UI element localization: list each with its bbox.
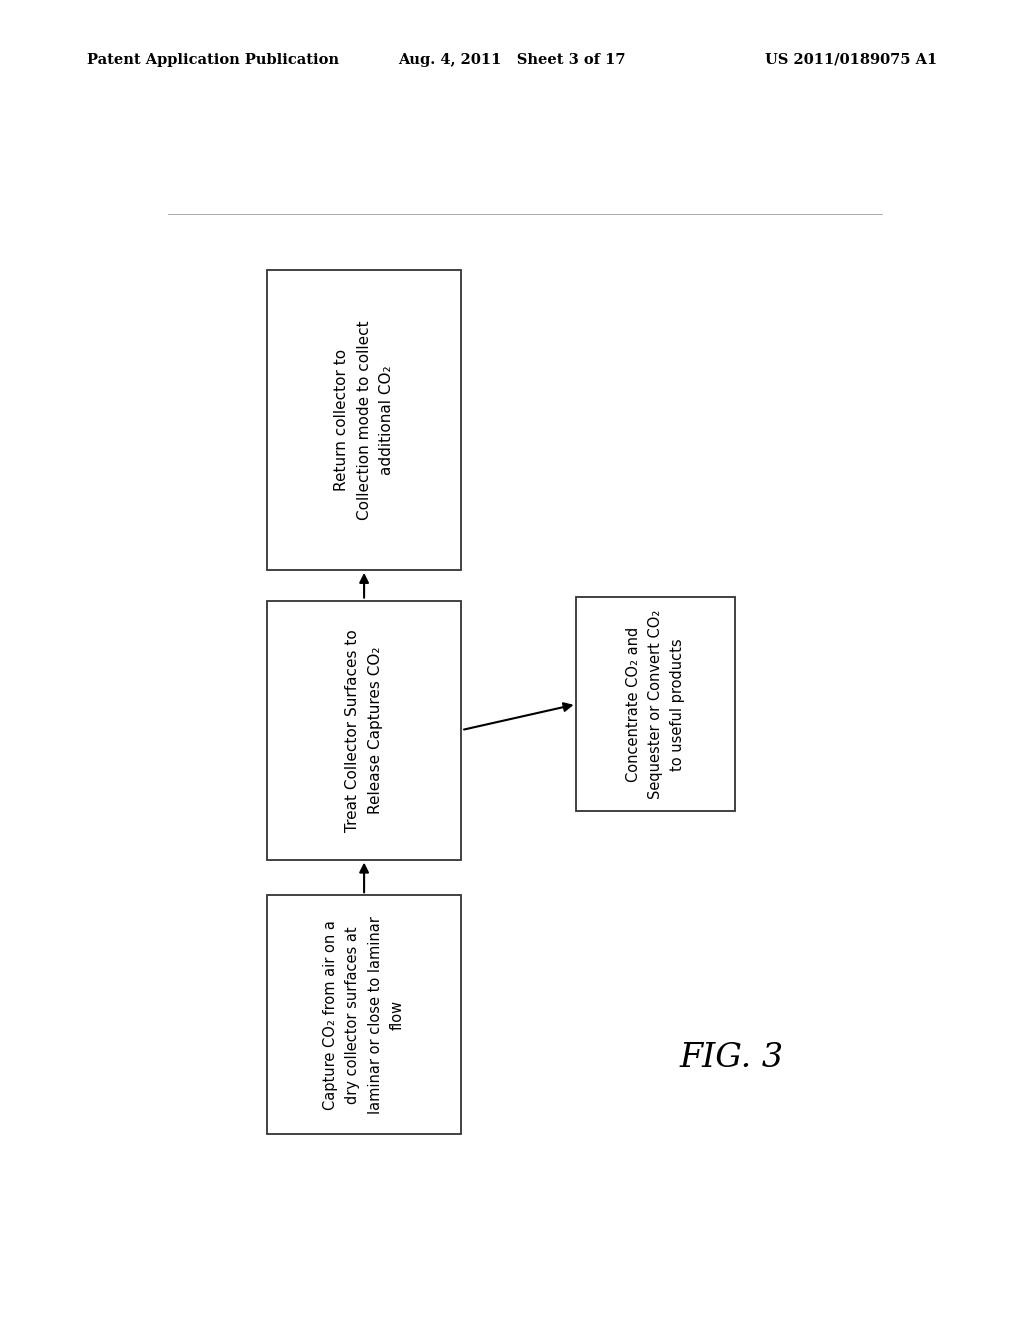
Text: dry collector surfaces at: dry collector surfaces at [345,925,360,1104]
Text: FIG. 3: FIG. 3 [679,1041,783,1074]
Text: Concentrate CO₂ and: Concentrate CO₂ and [626,627,641,781]
Text: Treat Collector Surfaces to: Treat Collector Surfaces to [345,628,360,832]
Text: Aug. 4, 2011   Sheet 3 of 17: Aug. 4, 2011 Sheet 3 of 17 [398,53,626,67]
Text: Collection mode to collect: Collection mode to collect [356,321,372,520]
Text: Sequester or Convert CO₂: Sequester or Convert CO₂ [648,610,664,799]
Text: Patent Application Publication: Patent Application Publication [87,53,339,67]
Bar [577,598,735,810]
Bar [267,271,461,570]
Text: Capture CO₂ from air on a: Capture CO₂ from air on a [324,920,338,1110]
Text: flow: flow [390,999,404,1030]
Text: Release Captures CO₂: Release Captures CO₂ [368,647,383,814]
Text: US 2011/0189075 A1: US 2011/0189075 A1 [765,53,937,67]
Text: additional CO₂: additional CO₂ [379,366,394,475]
Bar [267,895,461,1134]
Text: Return collector to: Return collector to [335,348,349,491]
Text: laminar or close to laminar: laminar or close to laminar [368,916,383,1114]
Bar [267,601,461,859]
Text: to useful products: to useful products [671,638,685,771]
